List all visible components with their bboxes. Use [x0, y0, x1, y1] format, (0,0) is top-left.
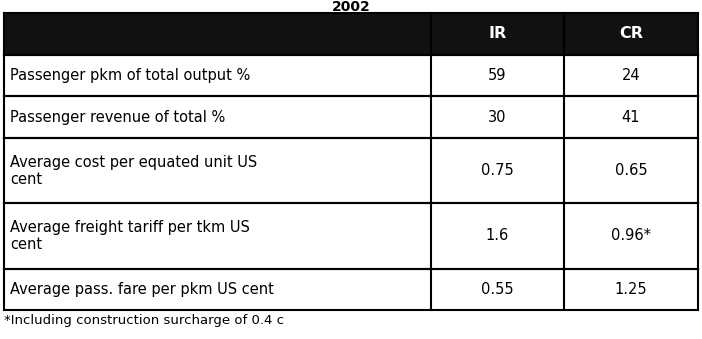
Text: 59: 59 [488, 68, 507, 83]
Text: CR: CR [619, 26, 643, 41]
Bar [4, 0, 698, 13]
Bar [4, 55, 698, 97]
Text: Passenger revenue of total %: Passenger revenue of total % [10, 110, 225, 125]
Text: Average cost per equated unit US
cent: Average cost per equated unit US cent [10, 155, 257, 187]
Text: 41: 41 [622, 110, 640, 125]
Text: Average pass. fare per pkm US cent: Average pass. fare per pkm US cent [10, 282, 274, 297]
Text: 0.75: 0.75 [481, 163, 514, 178]
Bar [4, 13, 698, 55]
Text: Passenger pkm of total output %: Passenger pkm of total output % [10, 68, 250, 83]
Text: 0.65: 0.65 [615, 163, 647, 178]
Bar [4, 97, 698, 138]
Text: 30: 30 [488, 110, 507, 125]
Bar [4, 138, 698, 203]
Bar [4, 203, 698, 268]
Bar [4, 268, 698, 310]
Text: 24: 24 [622, 68, 640, 83]
Text: 1.6: 1.6 [486, 228, 509, 243]
Text: Average freight tariff per tkm US
cent: Average freight tariff per tkm US cent [10, 220, 250, 252]
Text: 1.25: 1.25 [615, 282, 647, 297]
Text: 0.96*: 0.96* [611, 228, 651, 243]
Text: *Including construction surcharge of 0.4 c: *Including construction surcharge of 0.4… [4, 314, 284, 327]
Text: 0.55: 0.55 [481, 282, 514, 297]
Text: IR: IR [489, 26, 507, 41]
Text: 2002: 2002 [331, 0, 371, 14]
